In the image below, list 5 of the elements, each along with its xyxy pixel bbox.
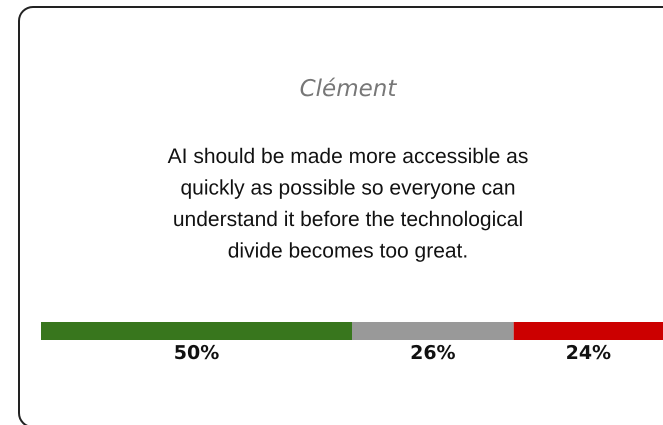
chart-title: Clément	[300, 76, 398, 102]
data-label: 24%	[566, 342, 612, 364]
data-label: 50%	[174, 342, 220, 364]
data-label: 26%	[410, 342, 456, 364]
chart-subtitle: AI should be made more accessible as quickly as possible so everyone can understand it before the technological divide becomes too great.	[168, 145, 528, 262]
